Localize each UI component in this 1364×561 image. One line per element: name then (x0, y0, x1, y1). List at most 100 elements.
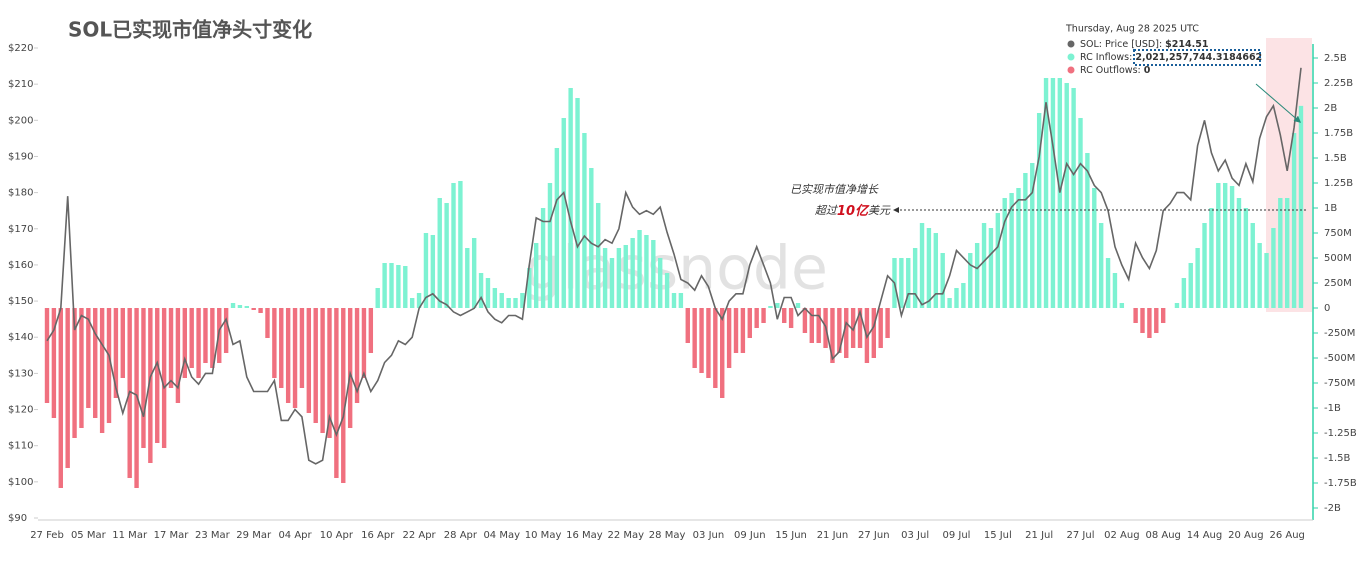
bar (1140, 308, 1145, 333)
legend-swatch (1067, 66, 1075, 74)
x-tick-label: 27 Feb (30, 530, 64, 541)
bar (561, 118, 566, 308)
bar (258, 308, 263, 313)
bar (155, 308, 160, 443)
bar (1092, 188, 1097, 308)
y-tick-label: $210 (8, 79, 33, 90)
bar (1078, 118, 1083, 308)
bar (382, 263, 387, 308)
bar (279, 308, 284, 388)
y-tick-label: $150 (8, 296, 33, 307)
y2-tick-label: 750M (1324, 228, 1352, 239)
bar (292, 308, 298, 408)
bar (720, 308, 725, 398)
x-tick-label: 27 Jul (1067, 530, 1095, 541)
bar (589, 168, 594, 308)
bar (954, 288, 959, 308)
bar (1030, 163, 1035, 308)
y2-tick-label: 500M (1324, 253, 1352, 264)
separator: : (1129, 52, 1135, 63)
x-tick-label: 22 May (607, 530, 644, 541)
bar (747, 308, 752, 338)
bar (1036, 113, 1042, 308)
bar (713, 308, 718, 388)
bar (940, 253, 945, 308)
bar (65, 308, 70, 468)
bar (237, 305, 243, 308)
x-tick-label: 15 Jul (984, 530, 1012, 541)
x-tick-label: 17 Mar (154, 530, 190, 541)
tooltip-box (1133, 49, 1261, 66)
x-tick-label: 05 Mar (71, 530, 107, 541)
bar (1009, 193, 1014, 308)
bar (733, 308, 739, 353)
bar (437, 198, 442, 308)
bar (1209, 208, 1214, 308)
bar (499, 293, 504, 308)
bar (1229, 186, 1235, 308)
annotation-text: 已实现市值净增长 (790, 183, 879, 196)
bar (403, 266, 408, 308)
bar (768, 306, 773, 308)
bar (347, 308, 353, 428)
x-tick-label: 10 May (525, 530, 562, 541)
bar (933, 233, 939, 308)
bar (816, 308, 821, 343)
bar (1250, 223, 1255, 308)
x-tick-label: 26 Aug (1269, 530, 1304, 541)
bar (334, 308, 339, 478)
bar (148, 308, 153, 463)
bar (1119, 303, 1125, 308)
watermark: glassnode (524, 234, 828, 304)
bar (919, 223, 925, 308)
bar (575, 98, 580, 308)
x-tick-label: 28 May (649, 530, 686, 541)
bar (368, 308, 374, 353)
x-tick-label: 28 Apr (444, 530, 478, 541)
bar (981, 223, 987, 308)
bar (947, 298, 952, 308)
bar (341, 308, 346, 483)
tooltip-value: $214.51 (1165, 39, 1208, 50)
bar (1222, 183, 1228, 308)
y-tick-label: $100 (8, 477, 33, 488)
x-tick-label: 27 Jun (858, 530, 890, 541)
bar (1112, 273, 1118, 308)
bar (354, 308, 360, 403)
bar (1236, 198, 1242, 308)
bar (837, 308, 842, 353)
bar (223, 308, 229, 353)
annotation-text: 超过10亿美元 (815, 203, 891, 219)
y2-tick-label: 2.25B (1324, 78, 1353, 89)
x-tick-label: 21 Jun (817, 530, 849, 541)
bar (444, 203, 449, 308)
x-tick-label: 16 Apr (361, 530, 395, 541)
legend-entry: RC Inflows: 2,021,257,744.3184662 (1080, 52, 1262, 63)
bar (175, 308, 181, 403)
bar (299, 308, 305, 388)
bar (120, 308, 125, 378)
bar (251, 308, 256, 310)
y2-tick-label: 1.5B (1324, 153, 1347, 164)
bar (1285, 198, 1290, 308)
x-tick-label: 10 Apr (320, 530, 354, 541)
bar (726, 308, 732, 368)
bar (1271, 228, 1276, 308)
bar (313, 308, 318, 423)
bar (1216, 183, 1221, 308)
bar (416, 293, 422, 308)
y2-tick-label: -1.5B (1324, 453, 1351, 464)
x-tick-label: 08 Aug (1145, 530, 1180, 541)
bar (651, 240, 656, 308)
x-tick-label: 20 Aug (1228, 530, 1263, 541)
bar (554, 148, 560, 308)
x-tick-label: 14 Aug (1187, 530, 1222, 541)
bar (533, 243, 539, 308)
bar (664, 273, 670, 308)
bar (1023, 173, 1028, 308)
bar (775, 303, 780, 308)
bar (754, 308, 759, 328)
y-tick-label: $110 (8, 441, 33, 452)
bar (1174, 303, 1180, 308)
bar (596, 203, 601, 308)
